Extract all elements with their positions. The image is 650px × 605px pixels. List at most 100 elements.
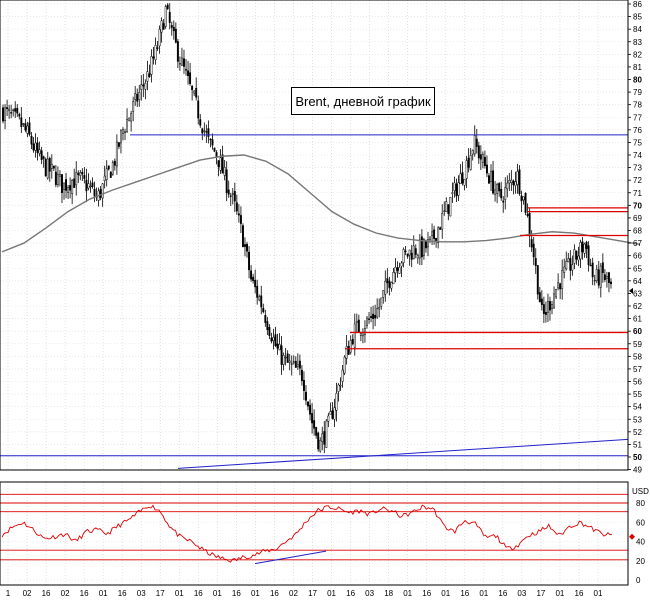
y-tick-label: 54 xyxy=(633,403,642,412)
candle-body xyxy=(294,360,297,368)
candle-body xyxy=(577,255,580,261)
candle-body xyxy=(463,179,466,186)
candle-body xyxy=(353,323,356,348)
y-tick-label: 68 xyxy=(633,227,642,236)
candle-body xyxy=(193,90,196,94)
candle-body xyxy=(180,57,183,66)
candle-body xyxy=(213,147,216,152)
candle-body xyxy=(347,346,350,355)
candle-body xyxy=(573,249,576,264)
candle-body xyxy=(73,178,76,188)
candle-body xyxy=(583,243,586,254)
candle-body xyxy=(30,135,33,145)
candle-body xyxy=(107,165,110,170)
rsi-unit-label: USD xyxy=(632,487,649,496)
candle-body xyxy=(382,290,385,298)
candle-body xyxy=(89,185,92,188)
candle-body xyxy=(52,165,55,169)
candle-body xyxy=(250,270,253,280)
rsi-last-marker xyxy=(629,533,635,540)
candle-body xyxy=(532,243,535,258)
candle-body xyxy=(380,297,383,307)
candle-body xyxy=(424,241,427,249)
candle-body xyxy=(526,213,529,217)
candle-body xyxy=(235,202,238,212)
candle-body xyxy=(154,45,157,61)
x-tick-label: 16 xyxy=(422,589,431,598)
candle-body xyxy=(69,185,72,191)
candle-body xyxy=(4,107,7,122)
y-tick-label: 70 xyxy=(633,201,642,210)
candle-body xyxy=(305,391,307,401)
y-tick-label: 72 xyxy=(633,176,642,185)
candle-body xyxy=(101,183,104,199)
candle-body xyxy=(431,231,434,236)
x-tick-label: 03 xyxy=(137,589,146,598)
x-tick-label: 03 xyxy=(517,589,526,598)
x-tick-label: 01 xyxy=(594,589,603,598)
candle-body xyxy=(607,272,610,283)
candle-body xyxy=(262,307,265,313)
rsi-tick-label: 60 xyxy=(636,518,645,527)
candle-body xyxy=(601,262,604,274)
candle-body xyxy=(597,269,600,286)
x-tick-label: 02 xyxy=(289,589,298,598)
x-tick-label: 16 xyxy=(80,589,89,598)
candle-body xyxy=(599,265,602,288)
candle-body xyxy=(455,183,458,197)
candle-body xyxy=(567,258,570,263)
candle-body xyxy=(166,4,169,9)
y-tick-label: 58 xyxy=(633,352,642,361)
candle-body xyxy=(351,338,354,345)
candle-body xyxy=(520,195,523,202)
candle-body xyxy=(410,252,413,260)
candle-body xyxy=(79,172,82,176)
candle-body xyxy=(239,215,242,224)
candle-body xyxy=(508,180,511,184)
candle-body xyxy=(156,47,159,49)
candle-body xyxy=(549,301,551,311)
x-tick-label: 01 xyxy=(555,589,564,598)
candle-body xyxy=(317,432,320,450)
candle-body xyxy=(522,196,525,201)
candle-body xyxy=(500,188,503,199)
rsi-panel xyxy=(0,493,628,565)
candle-body xyxy=(24,123,27,131)
candle-body xyxy=(142,84,145,87)
y-tick-label: 64 xyxy=(633,277,642,286)
y-tick-label: 51 xyxy=(633,440,642,449)
candle-body xyxy=(516,171,519,185)
candle-body xyxy=(488,175,490,184)
x-tick-label: 16 xyxy=(346,589,355,598)
x-tick-label: 16 xyxy=(270,589,279,598)
x-tick-label: 01 xyxy=(251,589,260,598)
x-tick-label: 16 xyxy=(575,589,584,598)
candle-body xyxy=(302,379,305,391)
y-tick-label: 74 xyxy=(633,151,642,160)
candle-body xyxy=(42,156,45,159)
candle-body xyxy=(170,25,173,28)
candle-body xyxy=(475,138,478,147)
candle-body xyxy=(473,135,476,155)
candle-body xyxy=(311,413,314,424)
candle-body xyxy=(138,92,141,100)
candle-body xyxy=(307,401,309,407)
candle-body xyxy=(282,354,285,365)
candle-body xyxy=(585,241,588,250)
candle-body xyxy=(244,244,246,247)
y-tick-label: 78 xyxy=(633,101,642,110)
candle-body xyxy=(528,212,531,237)
y-tick-label: 76 xyxy=(633,126,642,135)
candle-body xyxy=(227,189,230,195)
candle-body xyxy=(538,292,541,303)
candle-body xyxy=(14,108,17,112)
candle-body xyxy=(119,130,122,144)
y-tick-label: 63 xyxy=(633,289,642,298)
candle-body xyxy=(544,312,547,315)
candle-body xyxy=(164,6,167,27)
candle-body xyxy=(388,280,391,288)
candle-body xyxy=(309,404,312,415)
candle-body xyxy=(99,189,102,198)
candle-body xyxy=(337,384,340,392)
